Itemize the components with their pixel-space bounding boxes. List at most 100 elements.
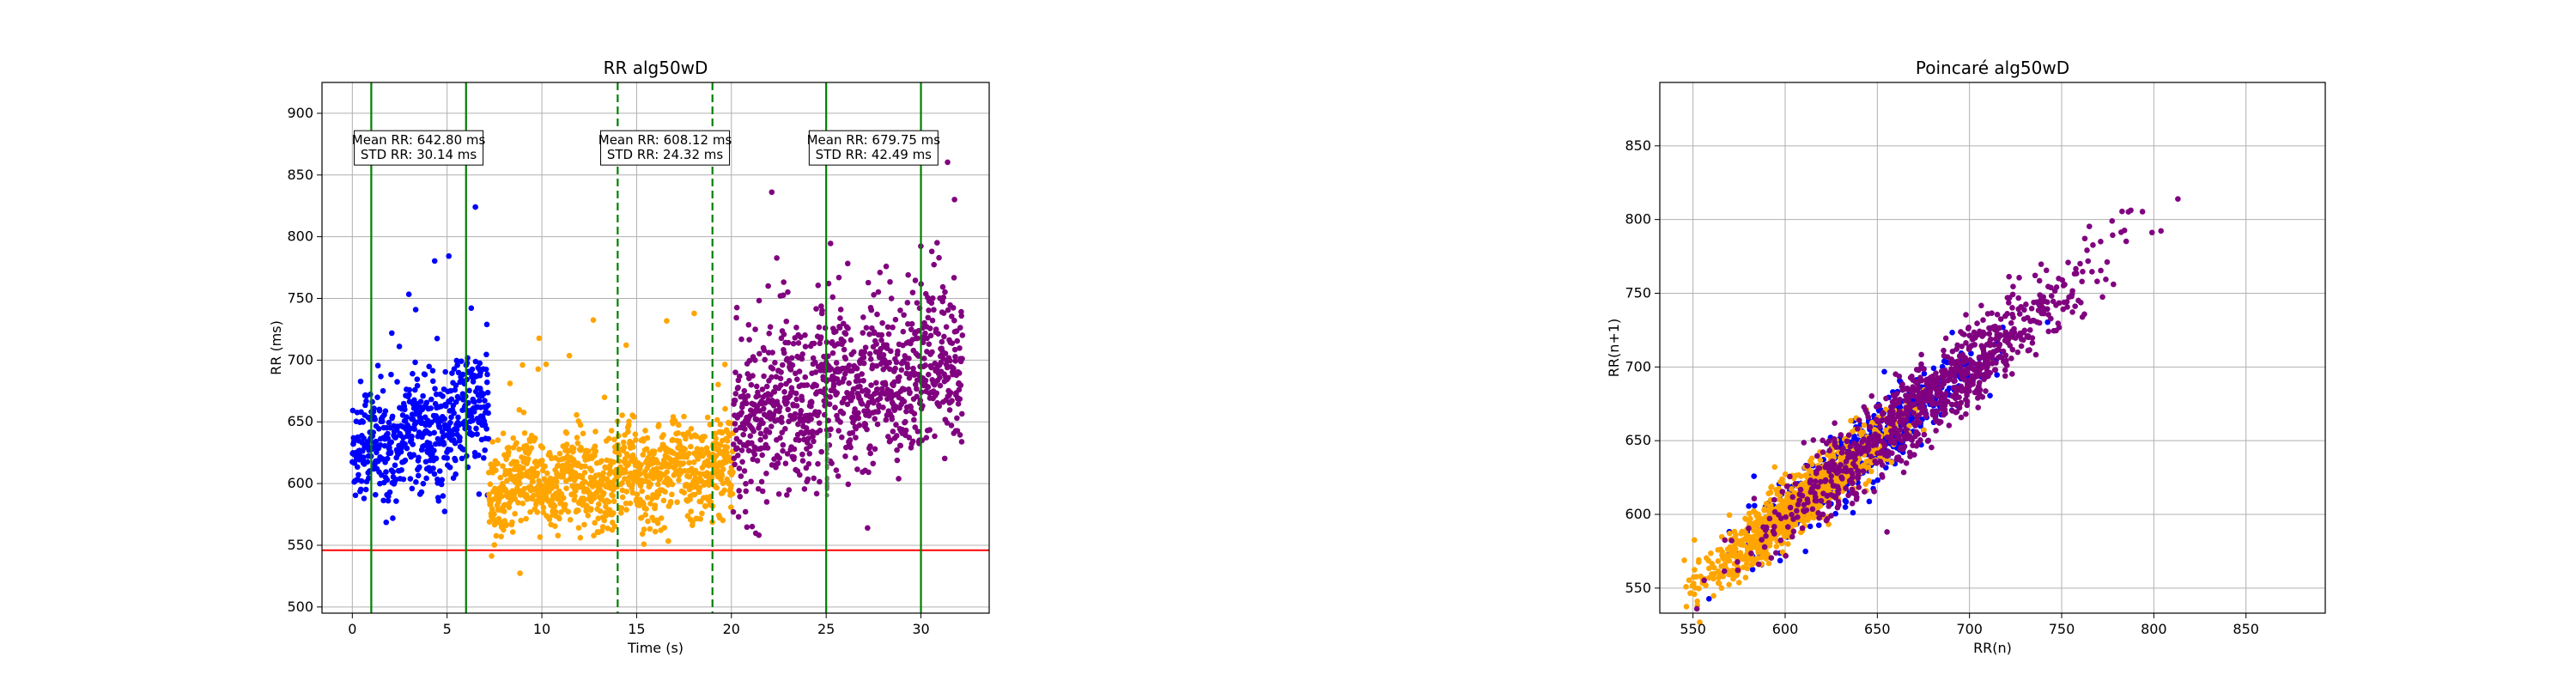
- poincare-point: [2008, 319, 2014, 326]
- poincare-point: [1787, 504, 1794, 511]
- rr-point: [364, 459, 371, 465]
- rr-point: [953, 328, 960, 334]
- rr-point: [790, 340, 797, 347]
- rr-point: [928, 248, 935, 255]
- rr-point: [904, 364, 911, 371]
- rr-point: [651, 448, 658, 454]
- rr-point: [556, 515, 562, 522]
- rr-point: [880, 404, 886, 410]
- rr-point: [704, 414, 711, 421]
- rr-point: [459, 371, 466, 378]
- rr-point: [948, 313, 955, 319]
- rr-point: [741, 468, 748, 474]
- poincare-point: [1852, 464, 1859, 470]
- rr-point: [828, 426, 834, 433]
- poincare-point: [1873, 441, 1880, 448]
- rr-point: [878, 337, 884, 344]
- poincare-point: [1798, 473, 1804, 479]
- rr-point: [848, 337, 854, 344]
- poincare-point: [1779, 489, 1786, 495]
- rr-point: [810, 355, 817, 362]
- rr-stats-box-frame: [600, 130, 731, 166]
- poincare-point: [2104, 258, 2111, 265]
- poincare-point: [1992, 323, 1998, 330]
- poincare-point: [2158, 228, 2164, 234]
- rr-point: [738, 336, 744, 343]
- poincare-point: [1835, 486, 1842, 493]
- poincare-point: [1991, 341, 1997, 348]
- poincare-point: [1751, 473, 1758, 479]
- rr-point: [600, 489, 607, 496]
- rr-ytick-label: 700: [287, 351, 313, 368]
- poincare-point: [1749, 557, 1755, 563]
- rr-point: [358, 477, 365, 484]
- poincare-point: [1789, 533, 1795, 540]
- poincare-point: [1942, 335, 1949, 342]
- rr-xtick-label: 15: [628, 621, 645, 637]
- rr-point: [563, 485, 569, 492]
- rr-point: [874, 311, 880, 318]
- poincare-point: [1732, 544, 1738, 550]
- rr-point: [534, 509, 540, 515]
- poincare-point: [2094, 278, 2100, 285]
- rr-point: [436, 468, 443, 474]
- rr-point: [877, 395, 884, 402]
- rr-point: [714, 416, 720, 423]
- rr-point: [417, 398, 424, 404]
- rr-point: [813, 490, 820, 497]
- poincare-point: [1692, 567, 1698, 573]
- poincare-point: [1773, 543, 1780, 550]
- rr-point: [497, 474, 504, 481]
- rr-point: [410, 441, 416, 447]
- poincare-point: [2009, 346, 2016, 353]
- rr-point: [849, 429, 856, 436]
- poincare-point: [1876, 403, 1883, 409]
- rr-point: [577, 534, 584, 541]
- rr-point: [749, 523, 756, 530]
- poincare-point: [1905, 406, 1912, 413]
- rr-point: [793, 403, 800, 409]
- poincare-point: [1966, 332, 1973, 339]
- rr-point: [473, 425, 479, 432]
- poincare-point: [1889, 450, 1895, 456]
- poincare-point: [1783, 514, 1789, 520]
- rr-point: [580, 497, 586, 504]
- rr-point: [702, 434, 708, 440]
- rr-point: [504, 477, 510, 483]
- rr-point: [954, 415, 960, 422]
- rr-xtick-label: 25: [817, 621, 835, 637]
- poincare-point: [1761, 506, 1768, 513]
- poincare-point: [1828, 513, 1834, 519]
- rr-point: [781, 389, 787, 395]
- rr-point: [355, 471, 361, 478]
- poincare-point: [2085, 258, 2092, 264]
- rr-point: [361, 435, 367, 441]
- rr-point: [519, 362, 526, 368]
- rr-point: [495, 437, 501, 443]
- rr-point: [747, 433, 754, 440]
- rr-point: [363, 398, 369, 404]
- poincare-point: [1824, 452, 1831, 458]
- rr-point: [757, 436, 764, 443]
- poincare-point: [1879, 438, 1886, 445]
- rr-point: [629, 489, 636, 496]
- poincare-point: [1995, 336, 2002, 343]
- rr-point: [592, 448, 599, 454]
- rr-point: [949, 398, 955, 404]
- rr-point: [784, 356, 791, 362]
- rr-point: [402, 441, 408, 447]
- rr-point: [352, 492, 359, 499]
- rr-point: [748, 478, 754, 485]
- rr-point: [422, 422, 428, 429]
- rr-point: [733, 304, 740, 311]
- poincare-point: [1860, 468, 1867, 475]
- poincare-point: [1694, 598, 1700, 605]
- poincare-point: [1978, 302, 1984, 309]
- poincare-point: [2077, 260, 2083, 267]
- rr-point: [423, 399, 430, 406]
- rr-point: [840, 410, 847, 416]
- rr-point: [499, 493, 505, 500]
- rr-point: [483, 351, 489, 358]
- rr-point: [896, 374, 902, 380]
